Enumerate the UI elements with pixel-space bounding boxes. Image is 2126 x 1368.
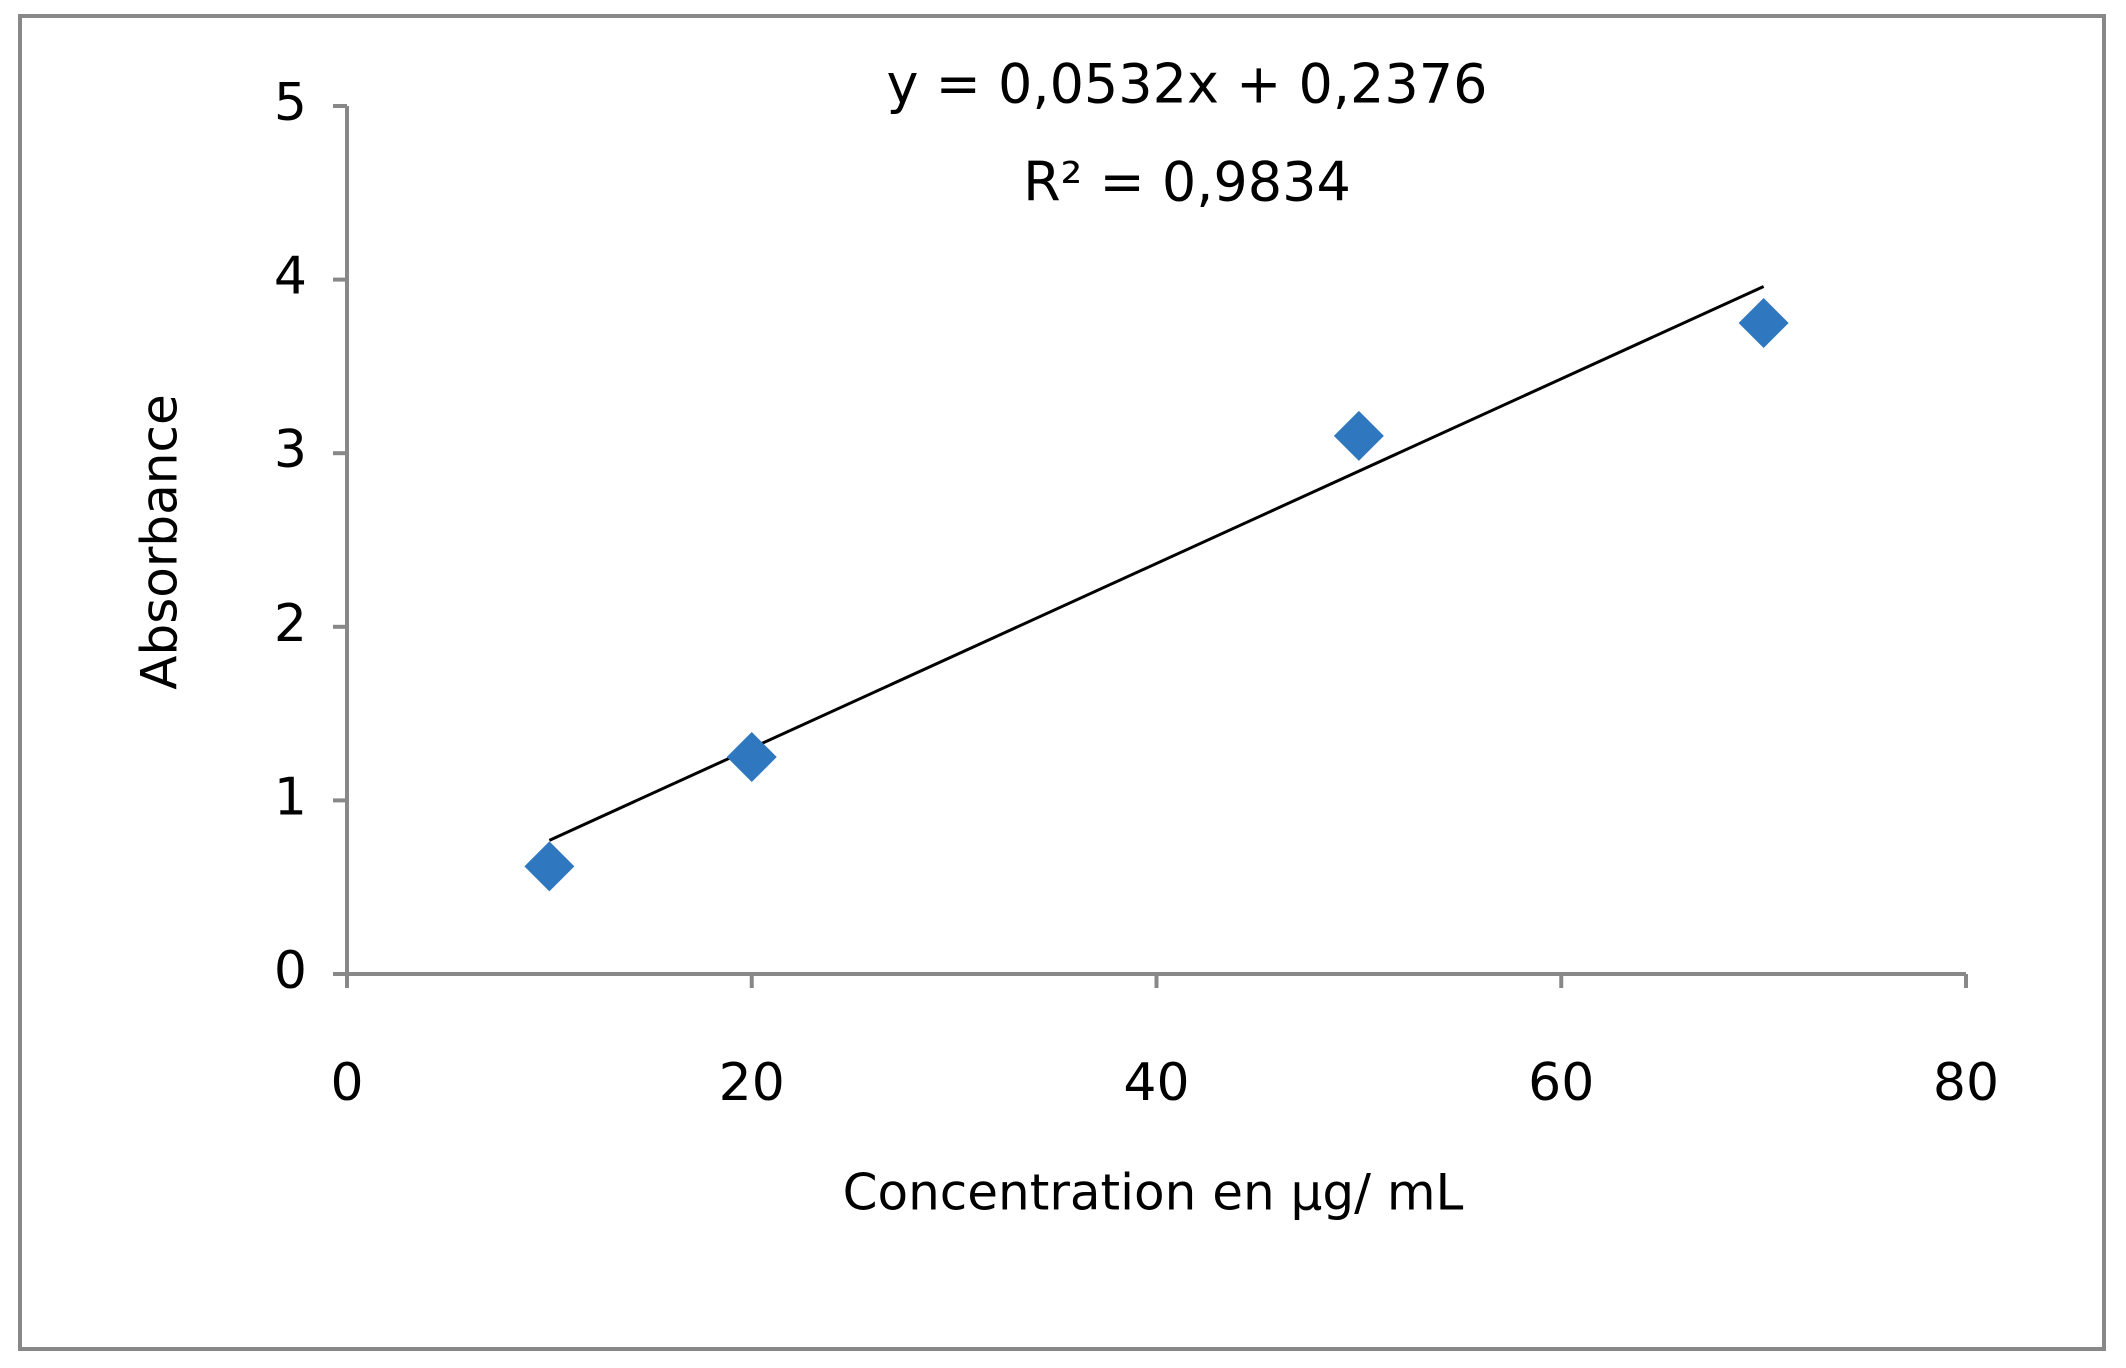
y-tick-label: 5 — [274, 73, 307, 133]
x-tick-label: 0 — [330, 1053, 363, 1113]
y-tick-label: 4 — [274, 247, 307, 307]
x-tick-label: 80 — [1933, 1053, 1999, 1113]
y-tick-label: 1 — [274, 767, 307, 827]
y-axis-title: Absorbance — [131, 394, 189, 689]
data-point — [726, 732, 777, 782]
x-axis-title: Concentration en µg/ mL — [843, 1164, 1464, 1222]
data-point — [524, 841, 575, 892]
chart-frame — [18, 14, 2106, 1351]
y-tick-label: 0 — [274, 941, 307, 1001]
y-tick-label: 2 — [274, 594, 307, 654]
x-tick-label: 60 — [1528, 1053, 1594, 1113]
x-tick-label: 40 — [1123, 1053, 1189, 1113]
r-squared: R² = 0,9834 — [1023, 151, 1351, 214]
x-tick-label: 20 — [719, 1053, 785, 1113]
data-point — [1333, 410, 1384, 461]
equation: y = 0,0532x + 0,2376 — [887, 53, 1488, 116]
y-tick-label: 3 — [274, 420, 307, 480]
data-point — [1738, 298, 1789, 348]
